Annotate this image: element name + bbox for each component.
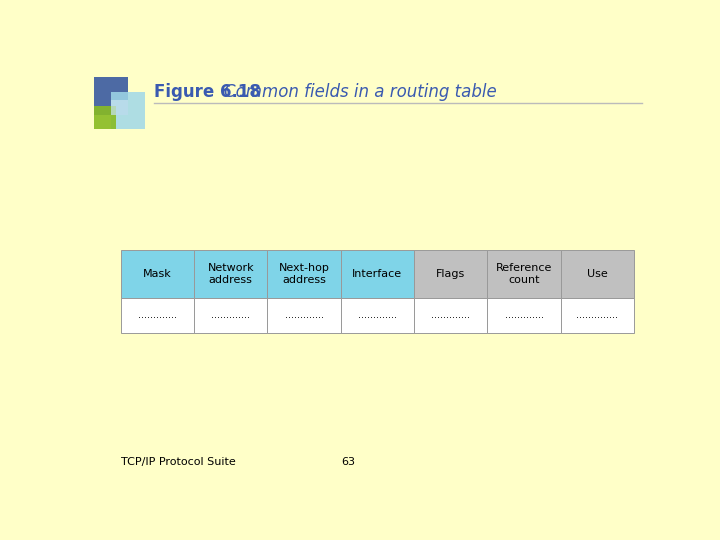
Bar: [487, 250, 561, 298]
Bar: [561, 250, 634, 298]
Text: Reference
count: Reference count: [496, 263, 552, 285]
Bar: [487, 298, 561, 333]
Text: ..............: ..............: [577, 310, 618, 320]
Bar: [414, 250, 487, 298]
Text: Use: Use: [587, 269, 608, 279]
Text: Next-hop
address: Next-hop address: [279, 263, 330, 285]
Text: Network
address: Network address: [207, 263, 254, 285]
Bar: [341, 250, 414, 298]
Bar: [414, 298, 487, 333]
Text: Interface: Interface: [352, 269, 402, 279]
Text: Flags: Flags: [436, 269, 465, 279]
Text: TCP/IP Protocol Suite: TCP/IP Protocol Suite: [121, 457, 235, 467]
Bar: [111, 100, 128, 114]
Text: 63: 63: [341, 457, 355, 467]
Text: Mask: Mask: [143, 269, 172, 279]
Bar: [94, 77, 128, 114]
Text: .............: .............: [431, 310, 470, 320]
Text: .............: .............: [138, 310, 177, 320]
Text: .............: .............: [284, 310, 323, 320]
Bar: [561, 298, 634, 333]
Text: .............: .............: [505, 310, 544, 320]
Text: Figure 6.18: Figure 6.18: [154, 83, 261, 101]
Text: Common fields in a routing table: Common fields in a routing table: [224, 83, 497, 101]
Bar: [94, 106, 116, 129]
Bar: [121, 250, 194, 298]
Text: .............: .............: [358, 310, 397, 320]
Bar: [267, 250, 341, 298]
Text: .............: .............: [211, 310, 250, 320]
Bar: [194, 298, 267, 333]
Bar: [267, 298, 341, 333]
Bar: [341, 298, 414, 333]
Bar: [194, 250, 267, 298]
Bar: [111, 92, 145, 129]
Bar: [121, 298, 194, 333]
